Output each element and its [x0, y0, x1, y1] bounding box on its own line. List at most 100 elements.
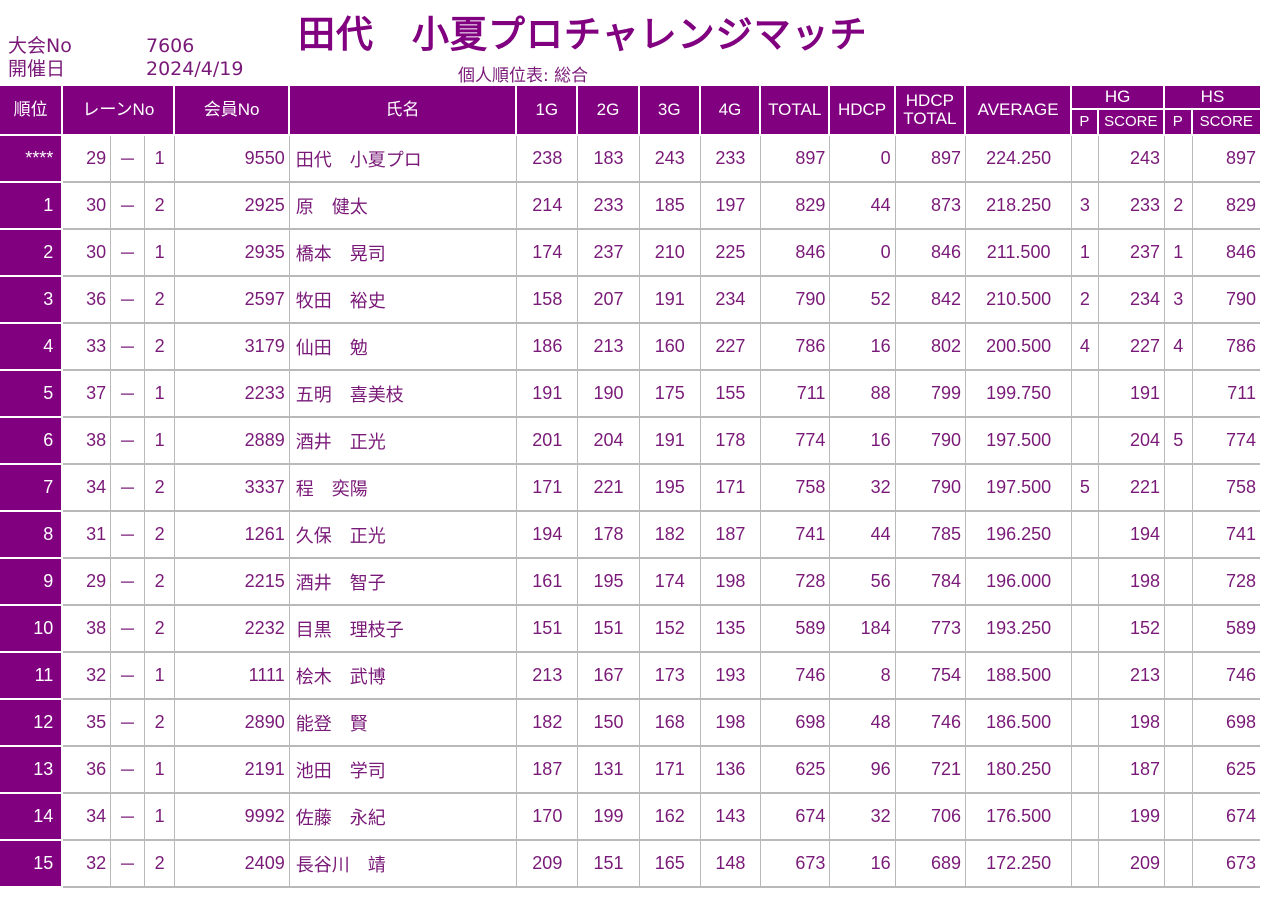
- hs-place: [1164, 653, 1193, 700]
- game-4-score: 178: [700, 418, 762, 465]
- lane-number: 38: [63, 418, 112, 465]
- header-game-4: 4G: [700, 86, 762, 136]
- hs-place: [1164, 794, 1193, 841]
- lane-separator: －: [111, 794, 145, 841]
- hg-score: 237: [1098, 230, 1165, 277]
- game-3-score: 160: [639, 324, 701, 371]
- game-4-score: 198: [700, 700, 762, 747]
- table-row: 15 32 － 2 2409 長谷川 靖 209 151 165 148 673 16 689 172.2…: [0, 841, 1260, 888]
- hdcp-total-score: 802: [895, 324, 967, 371]
- rank-cell: 4: [0, 324, 64, 371]
- game-2-score: 207: [578, 277, 640, 324]
- game-1-score: 186: [517, 324, 579, 371]
- hdcp-total-score: 754: [895, 653, 967, 700]
- hg-score: 194: [1098, 512, 1165, 559]
- header-member-no: 会員No: [175, 86, 290, 136]
- game-4-score: 225: [700, 230, 762, 277]
- hdcp-value: 96: [830, 747, 896, 794]
- game-2-score: 190: [578, 371, 640, 418]
- lane-number: 33: [63, 324, 112, 371]
- hs-place: [1164, 512, 1193, 559]
- game-4-score: 197: [700, 183, 762, 230]
- hg-place: [1072, 136, 1099, 183]
- game-3-score: 191: [639, 277, 701, 324]
- game-2-score: 151: [578, 841, 640, 888]
- hg-place: 3: [1072, 183, 1099, 230]
- table-row: 9 29 － 2 2215 酒井 智子 161 195 174 198 728 56 784 196.00…: [0, 559, 1260, 606]
- hg-score: 204: [1098, 418, 1165, 465]
- lane-number: 36: [63, 277, 112, 324]
- lane-position: 2: [144, 606, 176, 653]
- total-score: 786: [761, 324, 831, 371]
- hs-score: 846: [1192, 230, 1260, 277]
- hg-score: 187: [1098, 747, 1165, 794]
- hdcp-value: 88: [830, 371, 896, 418]
- member-no: 3337: [175, 465, 290, 512]
- hg-place: [1072, 841, 1099, 888]
- hs-score: 746: [1192, 653, 1260, 700]
- hdcp-total-score: 799: [895, 371, 967, 418]
- game-3-score: 171: [639, 747, 701, 794]
- hdcp-total-score: 846: [895, 230, 967, 277]
- game-4-score: 136: [700, 747, 762, 794]
- lane-number: 37: [63, 371, 112, 418]
- average-score: 196.000: [966, 559, 1073, 606]
- average-score: 200.500: [966, 324, 1073, 371]
- game-2-score: 213: [578, 324, 640, 371]
- page-title: 田代 小夏プロチャレンジマッチ: [298, 13, 868, 56]
- hs-score: 829: [1192, 183, 1260, 230]
- total-score: 589: [761, 606, 831, 653]
- game-4-score: 187: [700, 512, 762, 559]
- hdcp-total-score: 873: [895, 183, 967, 230]
- table-row: 14 34 － 1 9992 佐藤 永紀 170 199 162 143 674 32 706 176.5…: [0, 794, 1260, 841]
- member-no: 1111: [175, 653, 290, 700]
- hs-score: 589: [1192, 606, 1260, 653]
- player-name: 桧木 武博: [289, 653, 518, 700]
- header-total: TOTAL: [761, 86, 831, 136]
- member-no: 2889: [175, 418, 290, 465]
- hg-place: 5: [1072, 465, 1099, 512]
- lane-number: 29: [63, 559, 112, 606]
- average-score: 197.500: [966, 465, 1073, 512]
- table-row: 10 38 － 2 2232 目黒 理枝子 151 151 152 135 589 184 773 193…: [0, 606, 1260, 653]
- lane-number: 34: [63, 794, 112, 841]
- lane-separator: －: [111, 136, 145, 183]
- hs-place: [1164, 559, 1193, 606]
- lane-number: 30: [63, 183, 112, 230]
- lane-position: 1: [144, 136, 176, 183]
- member-no: 2232: [175, 606, 290, 653]
- game-1-score: 161: [517, 559, 579, 606]
- standings-table: 順位 レーンNo 会員No 氏名 1G 2G 3G 4G TOTAL HDCP …: [0, 86, 1260, 888]
- game-4-score: 193: [700, 653, 762, 700]
- member-no: 2890: [175, 700, 290, 747]
- total-score: 711: [761, 371, 831, 418]
- average-score: 186.500: [966, 700, 1073, 747]
- rank-cell: 11: [0, 653, 64, 700]
- hs-place: 5: [1164, 418, 1193, 465]
- table-row: 5 37 － 1 2233 五明 喜美枝 191 190 175 155 711 88 799 199.7…: [0, 371, 1260, 418]
- lane-number: 32: [63, 841, 112, 888]
- lane-number: 35: [63, 700, 112, 747]
- hg-score: 221: [1098, 465, 1165, 512]
- lane-separator: －: [111, 841, 145, 888]
- header-game-2: 2G: [578, 86, 640, 136]
- game-3-score: 152: [639, 606, 701, 653]
- rank-cell: 9: [0, 559, 64, 606]
- average-score: 180.250: [966, 747, 1073, 794]
- hg-score: 198: [1098, 559, 1165, 606]
- game-2-score: 195: [578, 559, 640, 606]
- hg-place: [1072, 794, 1099, 841]
- header-hs-p: P: [1164, 110, 1193, 136]
- game-4-score: 155: [700, 371, 762, 418]
- table-row: 4 33 － 2 3179 仙田 勉 186 213 160 227 786 16 802 200.500…: [0, 324, 1260, 371]
- total-score: 728: [761, 559, 831, 606]
- total-score: 897: [761, 136, 831, 183]
- header-hdcp-total-line1: HDCP: [905, 91, 954, 110]
- header-hs: HS: [1164, 86, 1260, 110]
- lane-number: 30: [63, 230, 112, 277]
- hs-place: [1164, 465, 1193, 512]
- player-name: 能登 賢: [289, 700, 518, 747]
- game-1-score: 187: [517, 747, 579, 794]
- header-game-1: 1G: [517, 86, 579, 136]
- hdcp-total-score: 897: [895, 136, 967, 183]
